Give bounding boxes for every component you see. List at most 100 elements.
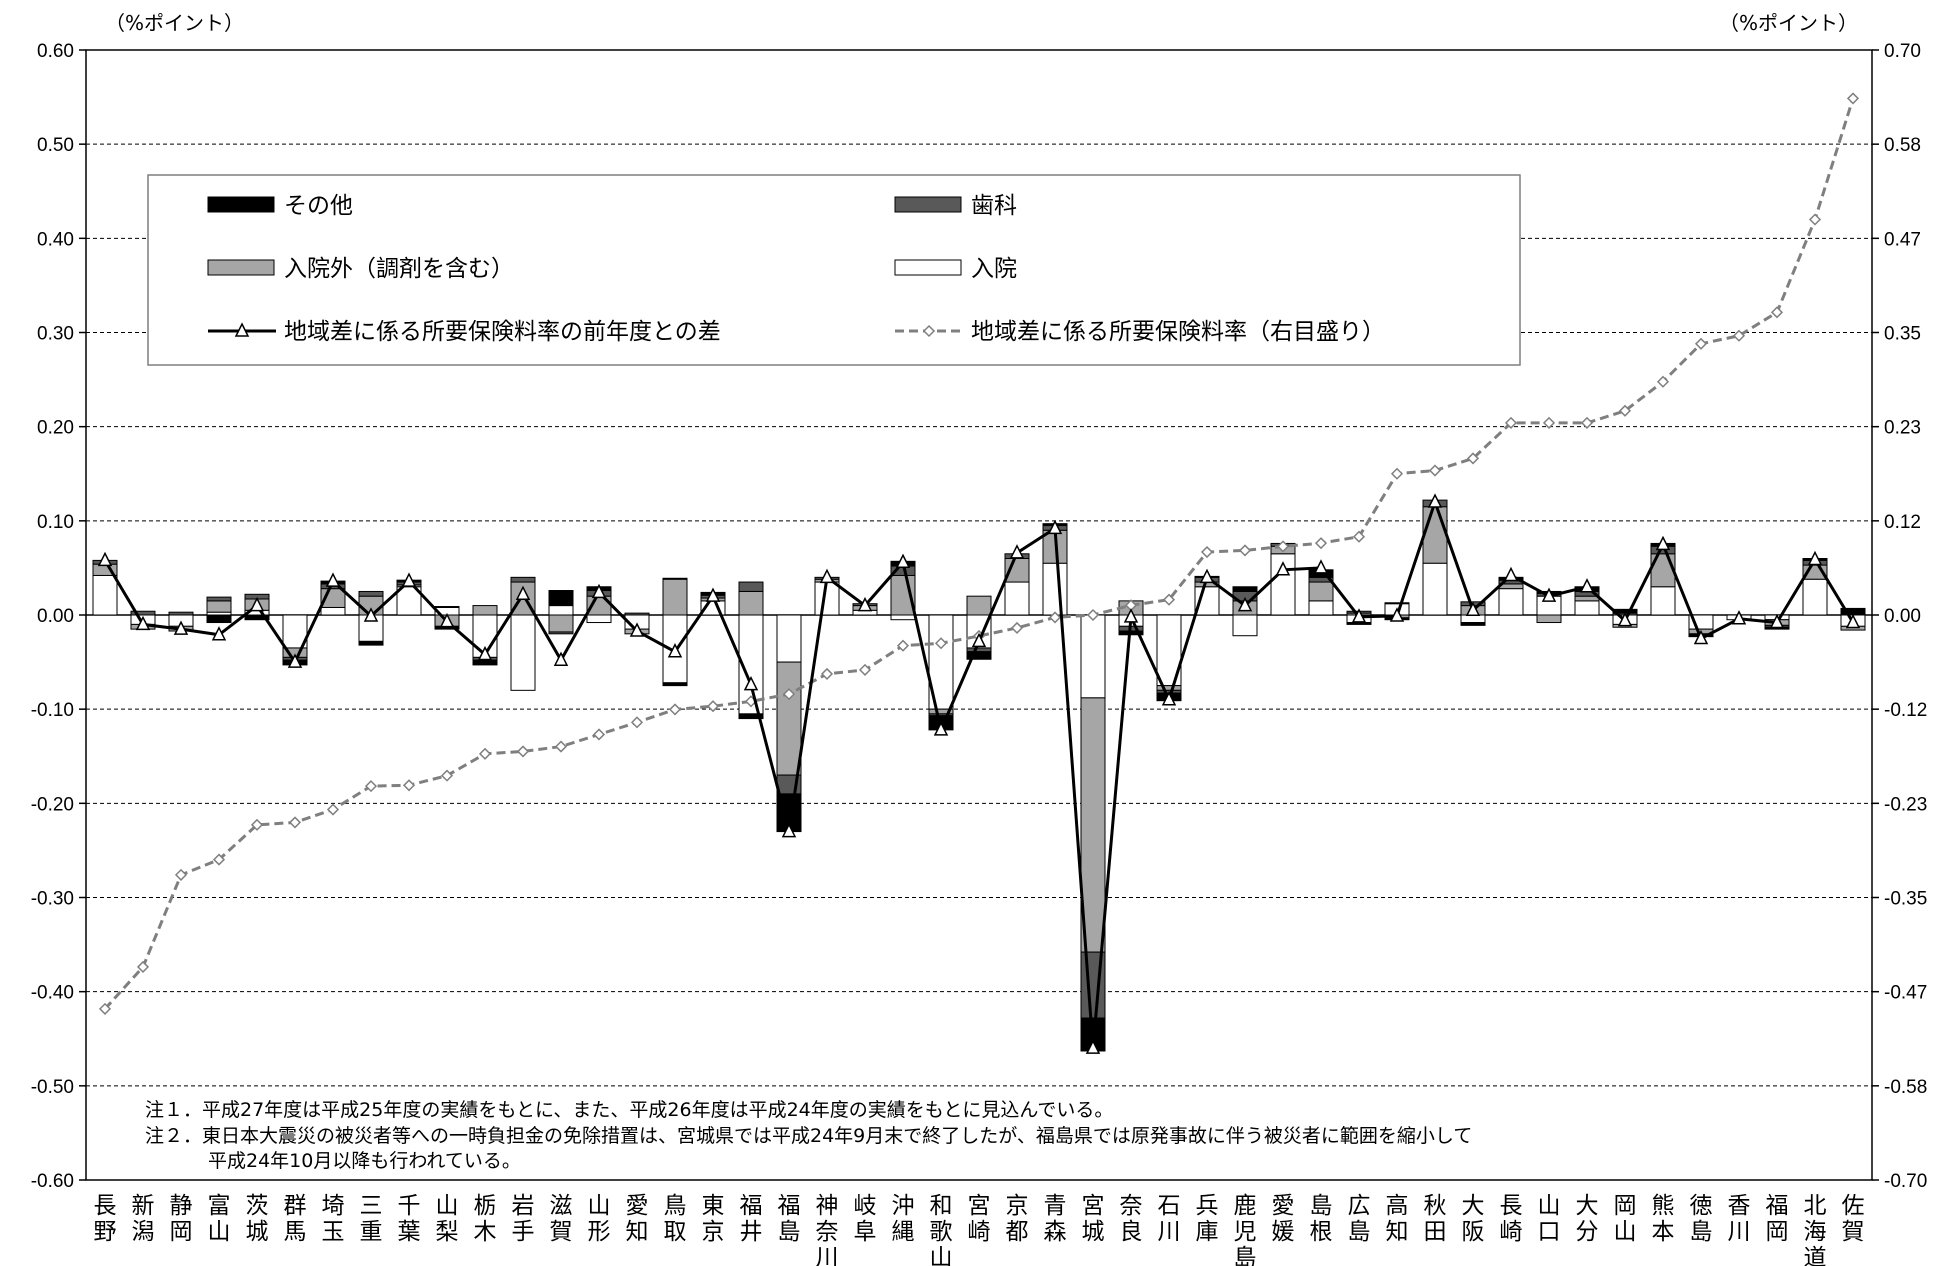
category-char: 阜 <box>854 1219 877 1245</box>
category-char: 手 <box>512 1219 535 1245</box>
bar-segment <box>1346 622 1372 625</box>
year-diff-point <box>1237 596 1253 612</box>
category-char: 福 <box>1766 1193 1789 1219</box>
premium-rate-point <box>1618 404 1632 417</box>
stacked-bars <box>92 499 1866 1052</box>
category-label: 東京 <box>702 1193 725 1245</box>
category-labels: 長野新潟静岡富山茨城群馬埼玉三重千葉山梨栃木岩手滋賀山形愛知鳥取東京福井福島神奈… <box>94 1193 1865 1266</box>
legend-marker <box>922 324 936 338</box>
bar-segment <box>548 590 574 607</box>
category-char: 山 <box>1614 1219 1637 1245</box>
category-label: 新潟 <box>132 1193 155 1245</box>
premium-rate-point <box>554 740 568 753</box>
category-char: 賀 <box>1842 1219 1865 1245</box>
bar-segment <box>1498 588 1524 616</box>
premium-rate-point <box>592 728 606 741</box>
legend-label: その他 <box>284 193 353 219</box>
year-diff-point <box>325 572 341 587</box>
category-label: 高知 <box>1386 1193 1409 1245</box>
premium-rate-point <box>1694 337 1708 350</box>
category-char: 都 <box>1006 1219 1029 1245</box>
left-tick-label: -0.20 <box>31 794 74 815</box>
bar-segment <box>1422 506 1448 564</box>
year-diff-point <box>363 607 379 622</box>
category-label: 長崎 <box>1500 1193 1523 1245</box>
premium-rate-point <box>858 663 872 676</box>
bar-segment <box>1308 600 1334 616</box>
premium-rate-point <box>250 818 264 831</box>
left-tick-label: 0.50 <box>37 135 74 156</box>
category-char: 福 <box>740 1193 763 1219</box>
category-char: 広 <box>1348 1193 1371 1219</box>
bar-segment <box>662 577 688 580</box>
year-diff-point <box>743 676 759 691</box>
category-label: 広島 <box>1348 1193 1371 1245</box>
premium-rate-point <box>934 637 948 650</box>
category-label: 大分 <box>1576 1193 1599 1245</box>
category-char: 岡 <box>1614 1193 1637 1219</box>
premium-rate-point <box>1466 452 1480 465</box>
bar-segment <box>320 606 346 616</box>
category-char: 和 <box>930 1193 953 1219</box>
category-char: 香 <box>1728 1193 1751 1219</box>
right-axis-ticks: 0.70 0.58 0.47 0.35 0.23 0.12 0.00 -0.12 -0.23 -0… <box>1872 41 1927 1192</box>
year-diff-point <box>1503 566 1519 582</box>
category-char: 大 <box>1576 1193 1599 1219</box>
premium-rate-point <box>1086 608 1100 622</box>
category-char: 岩 <box>512 1193 535 1219</box>
category-char: 神 <box>816 1193 839 1219</box>
category-label: 神奈川 <box>816 1193 839 1266</box>
category-char: 新 <box>132 1193 155 1219</box>
bar-segment <box>130 610 156 616</box>
category-char: 知 <box>626 1219 649 1245</box>
footnotes: 注１．平成27年度は平成25年度の実績をもとに、また、平成26年度は平成24年度… <box>145 1099 1472 1172</box>
category-char: 島 <box>1690 1219 1713 1245</box>
left-tick-label: 0.60 <box>37 41 74 62</box>
category-char: 山 <box>930 1245 953 1266</box>
bar-segment <box>966 647 992 653</box>
category-char: 栃 <box>474 1193 497 1219</box>
bar-segment <box>244 614 270 621</box>
legend-label: 入院 <box>971 256 1017 282</box>
year-diff-point <box>1465 601 1481 617</box>
year-diff-point <box>1617 611 1633 627</box>
legend-label: 歯科 <box>971 193 1017 219</box>
premium-rate-point <box>288 816 302 829</box>
year-diff-point <box>1161 691 1177 706</box>
bar-segment <box>776 614 802 663</box>
legend-box <box>147 174 1521 366</box>
category-label: 北海道 <box>1804 1193 1827 1266</box>
category-char: 田 <box>1424 1219 1447 1245</box>
bar-segment <box>434 606 460 608</box>
premium-rate-point <box>1390 467 1404 480</box>
bar-segment <box>206 614 232 624</box>
category-char: 森 <box>1044 1219 1067 1245</box>
bar-segment <box>662 578 688 616</box>
category-label: 京都 <box>1006 1193 1029 1245</box>
category-char: 京 <box>702 1219 725 1245</box>
year-diff-point <box>781 822 797 838</box>
category-label: 岩手 <box>512 1193 535 1245</box>
premium-rate-point <box>896 639 910 652</box>
category-label: 岡山 <box>1614 1193 1637 1245</box>
year-diff-point <box>1351 608 1367 623</box>
year-diff-point <box>1769 613 1785 629</box>
bar-segment <box>738 581 764 592</box>
category-label: 奈良 <box>1120 1193 1143 1245</box>
bar-segment <box>738 590 764 616</box>
category-char: 媛 <box>1272 1219 1295 1245</box>
category-char: 潟 <box>132 1219 155 1245</box>
premium-rate-point <box>1200 545 1214 559</box>
category-char: 玉 <box>322 1219 345 1245</box>
bar-segment <box>1536 614 1562 624</box>
year-diff-point <box>211 626 227 641</box>
category-label: 岐阜 <box>854 1193 877 1245</box>
premium-rate-point <box>1238 544 1252 557</box>
year-diff-point <box>135 615 151 631</box>
category-label: 栃木 <box>474 1193 497 1245</box>
category-label: 愛知 <box>626 1193 649 1245</box>
year-diff-point <box>1047 519 1063 535</box>
category-char: 鳥 <box>664 1193 687 1219</box>
year-diff-point <box>515 585 531 601</box>
